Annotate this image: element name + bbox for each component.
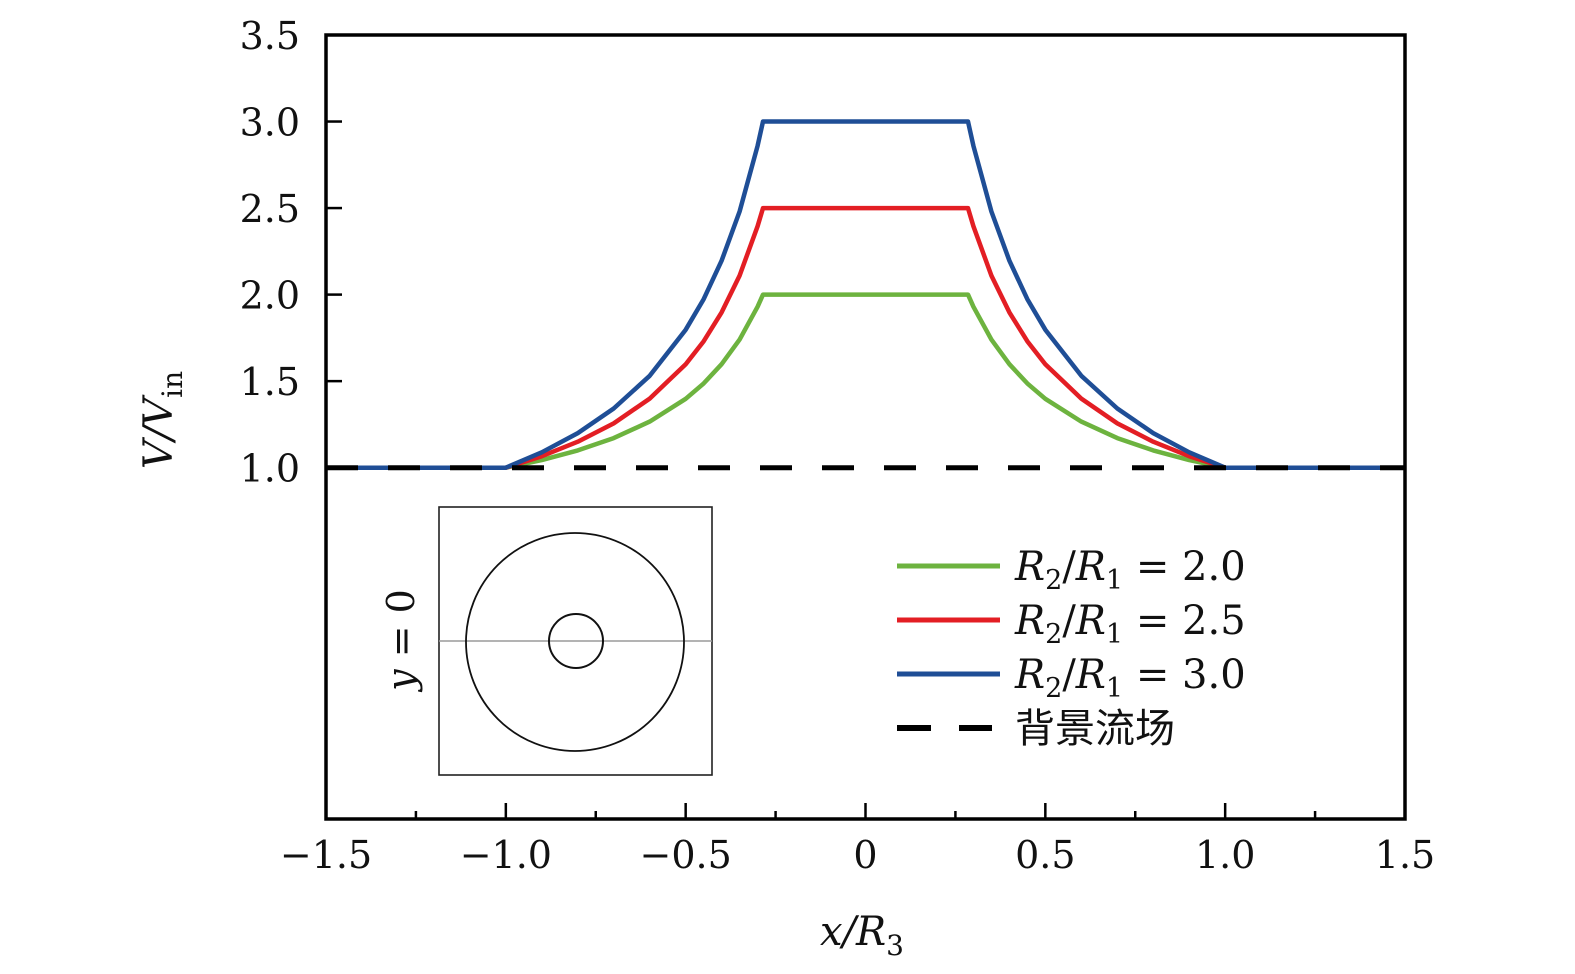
x-tick-label: 1.5 [1375,833,1435,877]
inset-label: y = 0 [379,589,423,693]
series-line-2 [326,119,1405,470]
legend-label: 背景流场 [1015,706,1175,752]
x-tick-label: 0.5 [1015,833,1075,877]
x-tick-label: −1.0 [460,833,552,877]
y-tick-label: 3.5 [240,14,300,58]
x-tick-label: −0.5 [640,833,732,877]
y-axis-title: V/Vin [136,371,189,469]
x-axis: −1.5 −1.0 −0.5 0 0.5 1.0 1.5 [280,803,1435,877]
series-line-1 [326,205,1405,470]
y-tick-label: 3.0 [240,101,300,145]
x-axis-title: x/R3 [820,909,904,962]
legend-label: R2/R1 = 3.0 [1014,652,1246,704]
y-tick-label: 1.5 [240,360,300,404]
inset-schematic: y = 0 [379,506,713,776]
legend-item-1: R2/R1 = 2.5 [897,598,1246,650]
legend-item-2: R2/R1 = 3.0 [897,652,1246,704]
legend-label: R2/R1 = 2.5 [1014,598,1246,650]
legend-item-0: R2/R1 = 2.0 [897,544,1246,596]
y-tick-label: 2.0 [240,274,300,318]
y-axis: 1.0 1.5 2.0 2.5 3.0 3.5 [240,14,342,491]
series-line-0 [326,292,1405,470]
x-tick-label: 1.0 [1195,833,1255,877]
x-tick-label: −1.5 [280,833,372,877]
legend-label: R2/R1 = 2.0 [1014,544,1246,596]
y-tick-label: 1.0 [240,447,300,491]
inset-outer-circle [465,532,685,752]
y-tick-label: 2.5 [240,187,300,231]
series-layer [326,119,1405,471]
legend-item-3: 背景流场 [897,706,1175,752]
inset-inner-circle [548,613,604,669]
x-tick-label: 0 [853,833,877,877]
